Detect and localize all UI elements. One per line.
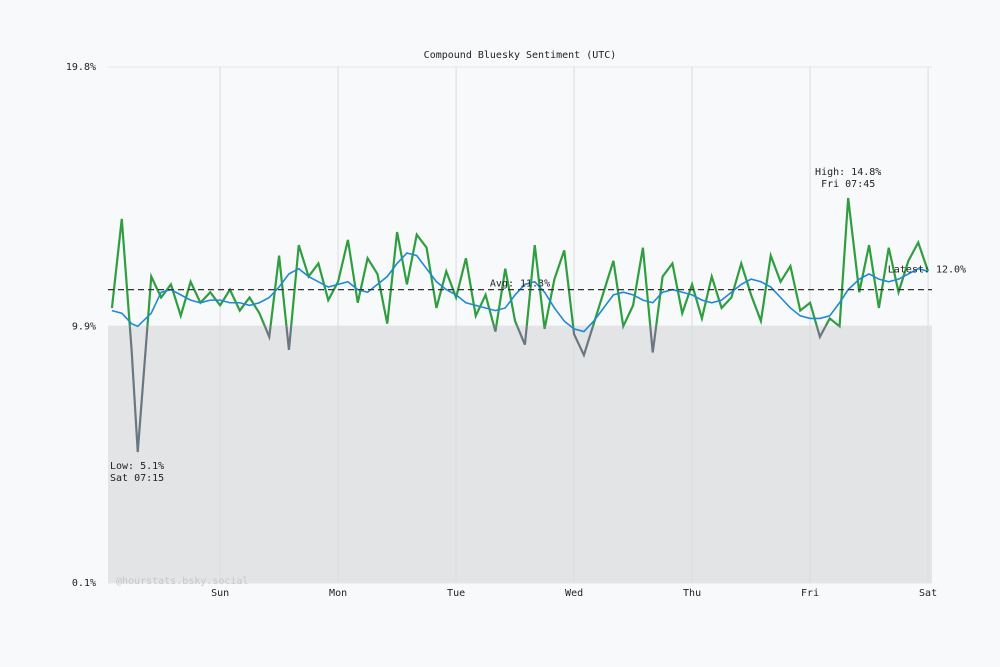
x-tick-label: Mon bbox=[329, 588, 347, 599]
chart-title: Compound Bluesky Sentiment (UTC) bbox=[424, 50, 617, 61]
low-label: Low: 5.1% bbox=[110, 461, 164, 472]
watermark: @hourstats.bsky.social bbox=[116, 576, 248, 587]
x-tick-label: Thu bbox=[683, 588, 701, 599]
y-tick-label: 9.9% bbox=[72, 321, 96, 332]
average-label: Avg: 11.3% bbox=[490, 279, 550, 290]
baseline-region bbox=[108, 326, 932, 583]
x-tick-label: Tue bbox=[447, 588, 465, 599]
x-tick-label: Wed bbox=[565, 588, 583, 599]
x-tick-label: Sun bbox=[211, 588, 229, 599]
x-tick-label: Fri bbox=[801, 588, 819, 599]
raw-line bbox=[110, 197, 930, 327]
raw-line-low bbox=[128, 326, 841, 453]
y-tick-label: 0.1% bbox=[72, 578, 96, 589]
latest-label: Latest: 12.0% bbox=[888, 264, 966, 275]
high-label: High: 14.8% bbox=[815, 167, 881, 178]
high-time: Fri 07:45 bbox=[821, 179, 875, 190]
low-time: Sat 07:15 bbox=[110, 473, 164, 484]
y-tick-label: 19.8% bbox=[66, 62, 96, 73]
x-tick-label: Sat bbox=[919, 588, 937, 599]
